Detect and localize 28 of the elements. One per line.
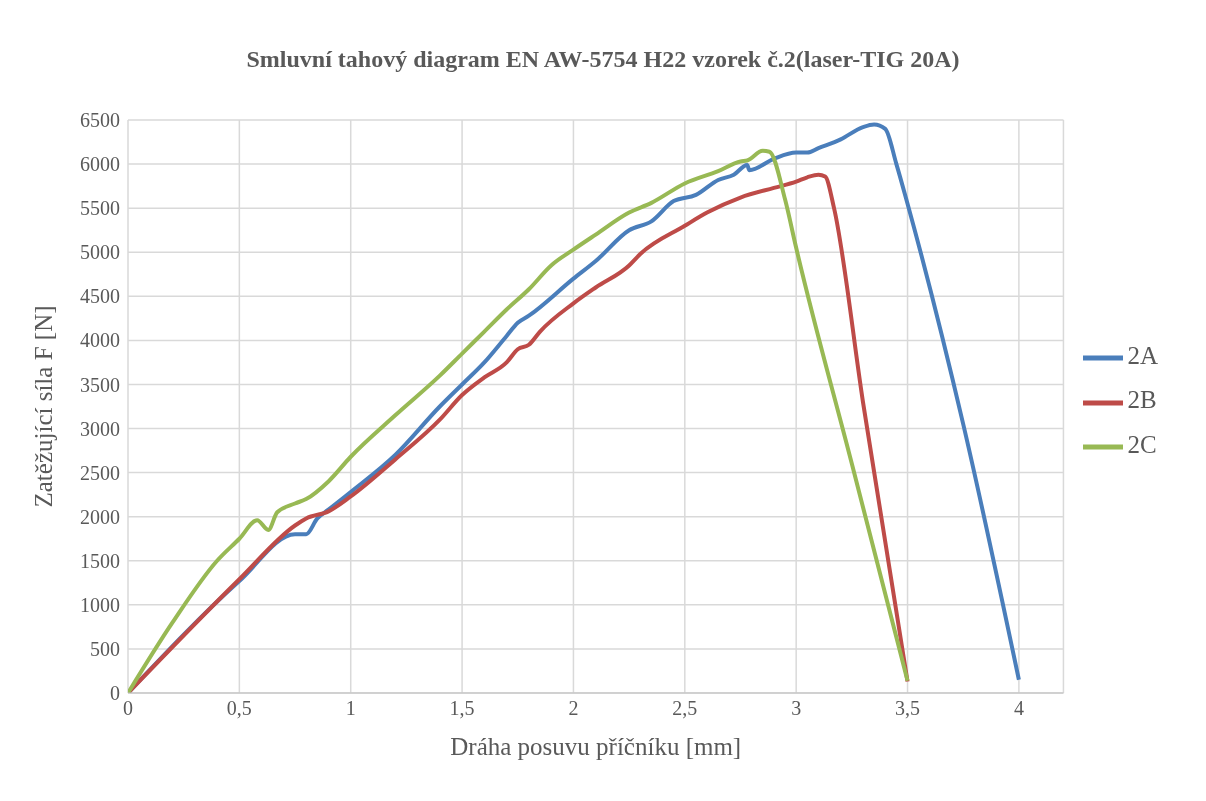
y-tick-label: 5500 bbox=[80, 197, 120, 220]
y-tick-label: 6500 bbox=[80, 109, 120, 132]
legend-label: 2B bbox=[1127, 386, 1157, 414]
y-tick-label: 2000 bbox=[80, 505, 120, 528]
x-axis-title: Dráha posuvu příčníku [mm] bbox=[450, 733, 742, 760]
y-tick-label: 4500 bbox=[80, 285, 120, 308]
y-tick-label: 1500 bbox=[80, 549, 120, 572]
y-tick-label: 3000 bbox=[80, 417, 120, 440]
legend-label: 2A bbox=[1127, 342, 1158, 370]
y-tick-label: 500 bbox=[90, 638, 120, 661]
y-tick-label: 5000 bbox=[80, 241, 120, 264]
x-tick-label: 3 bbox=[791, 697, 802, 720]
x-tick-label: 2,5 bbox=[672, 697, 698, 720]
y-tick-label: 3500 bbox=[80, 373, 120, 396]
y-tick-label: 1000 bbox=[80, 593, 120, 616]
y-tick-label: 2500 bbox=[80, 461, 120, 484]
legend-label: 2C bbox=[1127, 430, 1157, 458]
y-axis-title: Zatěžující síla F [N] bbox=[29, 305, 57, 508]
chart-title: Smluvní tahový diagram EN AW-5754 H22 vzorek č.2(laser-TIG 20A) bbox=[245, 46, 961, 73]
x-tick-label: 3,5 bbox=[895, 697, 921, 720]
y-tick-label: 0 bbox=[110, 682, 120, 705]
x-tick-label: 1,5 bbox=[449, 697, 475, 720]
x-tick-label: 1 bbox=[345, 697, 356, 720]
y-tick-label: 6000 bbox=[80, 153, 120, 176]
y-tick-label: 4000 bbox=[80, 329, 120, 352]
x-tick-label: 4 bbox=[1013, 697, 1024, 720]
x-tick-label: 0,5 bbox=[226, 697, 252, 720]
x-tick-label: 2 bbox=[568, 697, 579, 720]
